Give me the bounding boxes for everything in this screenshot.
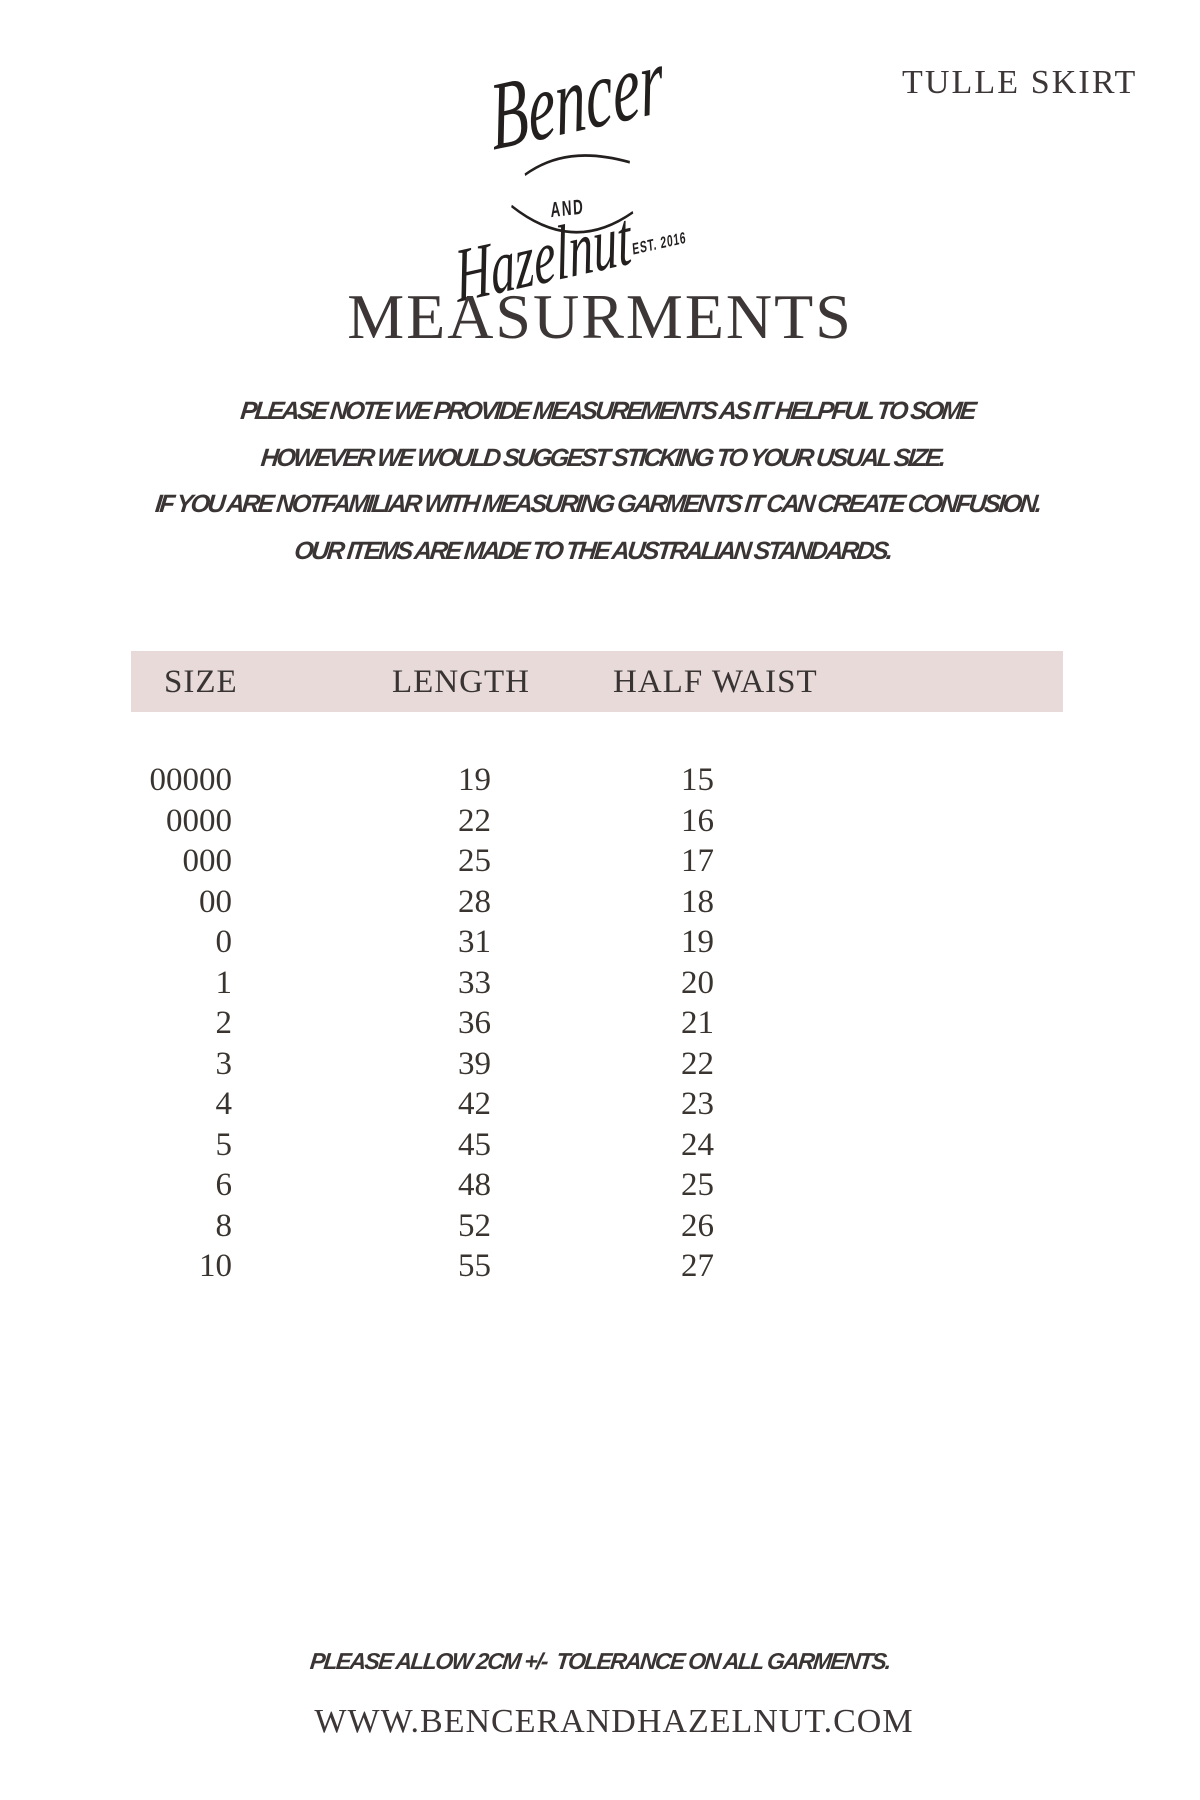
svg-text:EST. 2016: EST. 2016 <box>632 228 687 258</box>
svg-text:Bencer: Bencer <box>486 40 668 171</box>
